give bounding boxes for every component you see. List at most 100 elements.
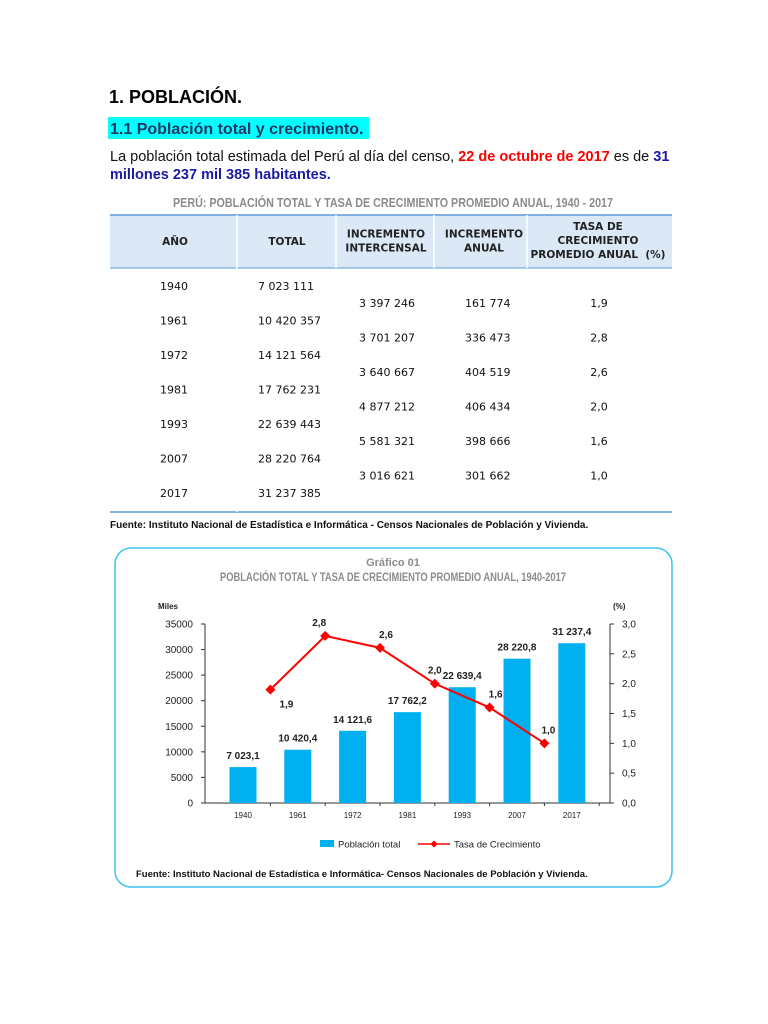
- bar-value-label: 10 420,4: [278, 734, 317, 745]
- y2-tick-label: 1,0: [622, 739, 636, 750]
- bar-value-label: 31 237,4: [552, 627, 591, 638]
- table-year: 1972: [160, 349, 188, 362]
- table-annual: 398 666: [465, 435, 511, 448]
- intro: La población total estimada del Perú al …: [110, 149, 669, 165]
- table-header: INCREMENTO: [347, 229, 425, 241]
- table-source: Fuente: Instituto Nacional de Estadístic…: [110, 520, 588, 531]
- table-rate: 1,0: [590, 470, 608, 483]
- intro-text: es de: [610, 149, 654, 165]
- table-intercensal: 3 701 207: [359, 332, 415, 345]
- table-header-bg: [110, 215, 672, 268]
- table-header: AÑO: [162, 235, 188, 248]
- table-rate: 2,0: [590, 401, 608, 414]
- x-tick-label: 2017: [563, 811, 581, 820]
- x-tick-label: 1993: [453, 811, 471, 820]
- bar: [393, 712, 421, 803]
- y2-tick-label: 0,5: [622, 769, 636, 780]
- x-tick-label: 1972: [344, 811, 362, 820]
- table-title: PERÚ: POBLACIÓN TOTAL Y TASA DE CRECIMIE…: [173, 195, 613, 210]
- heading: 1. POBLACIÓN.: [109, 86, 242, 107]
- intro-total: millones 237 mil 385 habitantes.: [110, 167, 331, 183]
- table-total: 28 220 764: [258, 453, 321, 466]
- rate-marker: [429, 678, 440, 689]
- table-annual: 406 434: [465, 401, 511, 414]
- table-annual: 301 662: [465, 470, 511, 483]
- y-tick-label: 15000: [165, 722, 193, 733]
- rate-value-label: 2,6: [379, 630, 393, 641]
- y2-tick-label: 3,0: [622, 620, 636, 631]
- table-total: 22 639 443: [258, 418, 321, 431]
- y2-tick-label: 0,0: [622, 799, 636, 810]
- intro-text: La población total estimada del Perú al …: [110, 149, 458, 165]
- table-rate: 1,6: [590, 435, 608, 448]
- bar-value-label: 14 121,6: [333, 715, 372, 726]
- table-rate: 2,8: [590, 332, 608, 345]
- legend-swatch: [320, 840, 334, 847]
- bar: [339, 730, 367, 803]
- y-tick-label: 25000: [165, 671, 193, 682]
- table-total: 31 237 385: [258, 487, 321, 500]
- chart-source: Fuente: Instituto Nacional de Estadístic…: [136, 869, 588, 880]
- table-header: PROMEDIO ANUAL (%): [531, 249, 666, 261]
- table-intercensal: 5 581 321: [359, 435, 415, 448]
- table-total: 7 023 111: [258, 280, 314, 293]
- rate-marker: [484, 702, 495, 713]
- y2-tick-label: 2,0: [622, 679, 636, 690]
- table-header: CRECIMIENTO: [558, 235, 639, 247]
- table-year: 1981: [160, 384, 188, 397]
- chart-title: Gráfico 01: [366, 557, 420, 569]
- rate-value-label: 1,9: [279, 700, 293, 711]
- table-header: INCREMENTO: [445, 229, 523, 241]
- table-total: 10 420 357: [258, 315, 321, 328]
- table-year: 1961: [160, 315, 188, 328]
- y2-axis-label: (%): [613, 602, 626, 611]
- table-intercensal: 4 877 212: [359, 401, 415, 414]
- table-year: 1940: [160, 280, 188, 293]
- table-header: TOTAL: [268, 236, 306, 248]
- table-intercensal: 3 640 667: [359, 366, 415, 379]
- bar: [448, 687, 476, 803]
- rate-value-label: 1,0: [541, 725, 555, 736]
- bar-value-label: 22 639,4: [443, 671, 482, 682]
- table-rate: 2,6: [590, 366, 608, 379]
- table-rate: 1,9: [590, 297, 608, 310]
- subheading: 1.1 Población total y crecimiento.: [110, 121, 363, 138]
- y-tick-label: 35000: [165, 620, 193, 631]
- table-total: 17 762 231: [258, 384, 321, 397]
- table-intercensal: 3 016 621: [359, 470, 415, 483]
- y2-tick-label: 2,5: [622, 649, 636, 660]
- legend-label: Tasa de Crecimiento: [454, 840, 541, 851]
- bar: [284, 749, 312, 803]
- table-total: 14 121 564: [258, 349, 321, 362]
- rate-marker: [265, 684, 276, 695]
- table-annual: 404 519: [465, 366, 511, 379]
- bar: [558, 643, 586, 803]
- legend-swatch: [430, 840, 438, 848]
- y-tick-label: 20000: [165, 696, 193, 707]
- bar-value-label: 17 762,2: [388, 696, 427, 707]
- rate-marker: [320, 630, 331, 641]
- bar-value-label: 28 220,8: [498, 643, 537, 654]
- highlight: [108, 117, 369, 139]
- x-tick-label: 1940: [234, 811, 252, 820]
- bar: [229, 767, 257, 803]
- intro-date: 22 de octubre de 2017: [458, 149, 610, 165]
- y-tick-label: 0: [187, 799, 193, 810]
- rate-line: [269, 634, 545, 745]
- table-year: 2017: [160, 487, 188, 500]
- table-header: ANUAL: [464, 243, 504, 255]
- bar-value-label: 7 023,1: [226, 751, 260, 762]
- x-tick-label: 1961: [289, 811, 307, 820]
- table-header: TASA DE: [573, 221, 623, 233]
- table-header: INTERCENSAL: [345, 243, 426, 255]
- table-annual: 161 774: [465, 297, 511, 310]
- rate-value-label: 2,0: [428, 666, 442, 677]
- y-tick-label: 30000: [165, 645, 193, 656]
- y2-tick-label: 1,5: [622, 709, 636, 720]
- table-year: 2007: [160, 453, 188, 466]
- table-year: 1993: [160, 418, 188, 431]
- y-tick-label: 10000: [165, 747, 193, 758]
- table-intercensal: 3 397 246: [359, 297, 415, 310]
- rate-value-label: 1,6: [489, 690, 503, 701]
